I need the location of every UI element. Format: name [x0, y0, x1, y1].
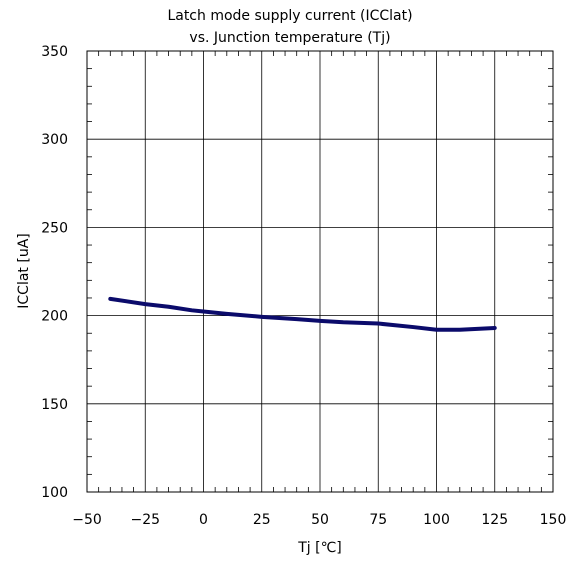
x-tick-label: 25 [253, 512, 271, 528]
y-axis-label: ICClat [uA] [16, 233, 32, 308]
gridlines [87, 51, 553, 492]
x-tick-label: 75 [369, 512, 387, 528]
y-tick-label: 100 [41, 485, 68, 501]
x-tick-label: 50 [311, 512, 329, 528]
x-tick-label: −50 [72, 512, 102, 528]
y-tick-label: 250 [41, 220, 68, 236]
plot-frame [86, 50, 554, 493]
x-tick-label: 150 [540, 512, 567, 528]
x-tick-label: −25 [130, 512, 160, 528]
x-tick-label: 100 [423, 512, 450, 528]
x-tick-label: 0 [199, 512, 208, 528]
y-tick-labels: 100 150 200 250 300 350 [41, 44, 68, 501]
y-tick-label: 150 [41, 397, 68, 413]
y-tick-label: 300 [41, 132, 68, 148]
y-tick-label: 350 [41, 44, 68, 60]
y-tick-label: 200 [41, 309, 68, 325]
series-group [108, 296, 497, 332]
chart-title-line-2: vs. Junction temperature (Tj) [189, 30, 390, 46]
series-line-1 [108, 296, 497, 332]
chart-title-line-1: Latch mode supply current (ICClat) [167, 8, 412, 24]
minor-ticks [87, 51, 553, 492]
x-axis-label: Tj [℃] [297, 540, 342, 556]
x-tick-label: 125 [481, 512, 508, 528]
x-tick-labels: −50 −25 0 25 50 75 100 125 150 [72, 512, 566, 528]
